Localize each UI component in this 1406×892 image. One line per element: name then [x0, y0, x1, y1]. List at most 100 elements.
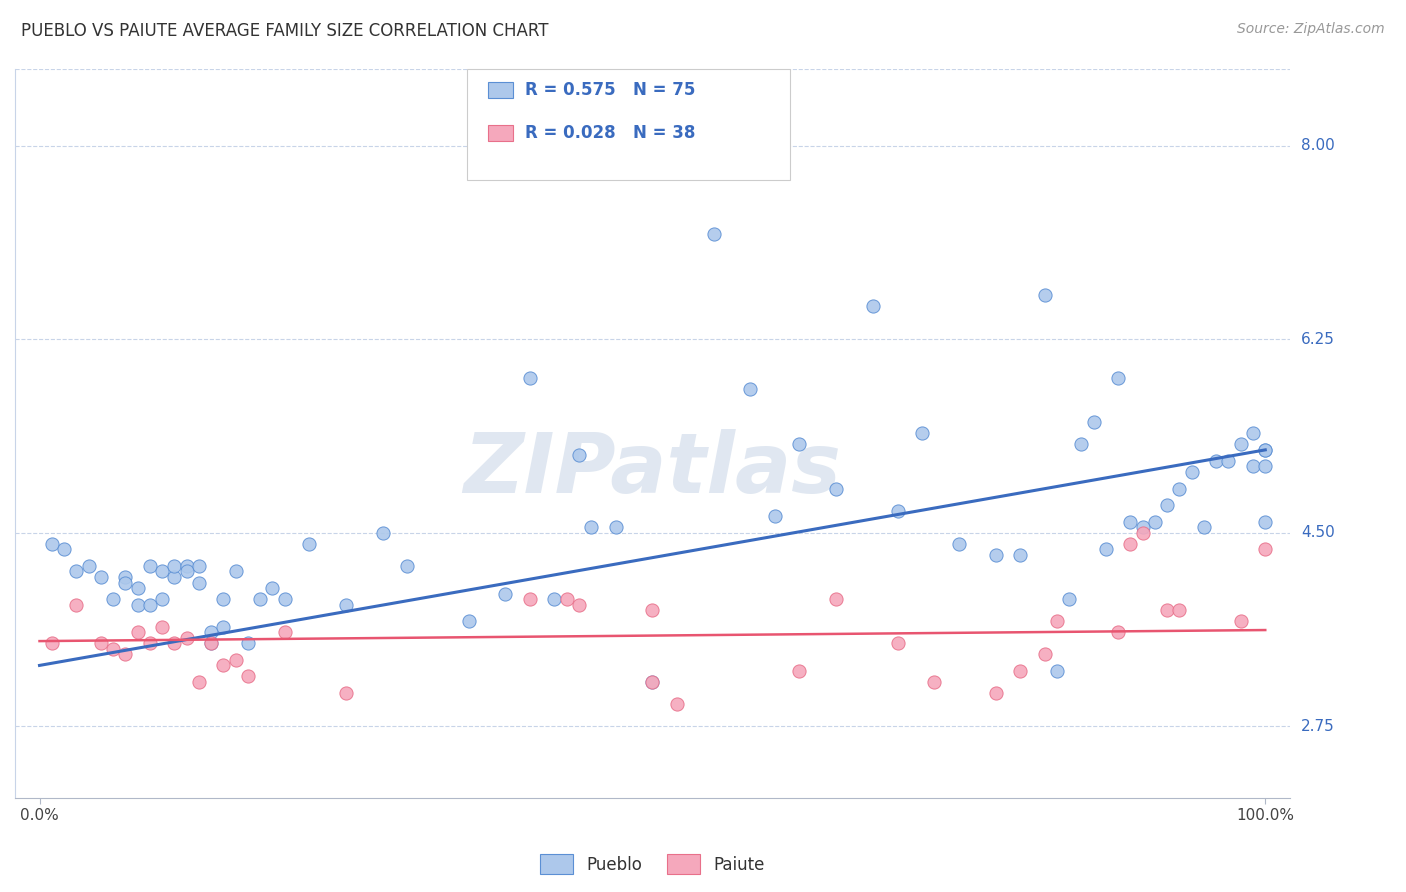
Point — [1156, 498, 1178, 512]
Point — [494, 586, 516, 600]
Point — [139, 558, 162, 573]
Legend: Pueblo, Paiute: Pueblo, Paiute — [540, 855, 765, 873]
Point — [1192, 520, 1215, 534]
Point — [65, 598, 87, 612]
Point — [1156, 603, 1178, 617]
Point — [41, 636, 63, 650]
Point — [200, 625, 222, 640]
Point — [187, 558, 209, 573]
Point — [1205, 454, 1227, 468]
Point — [579, 520, 602, 534]
Point — [825, 482, 848, 496]
Point — [1254, 442, 1277, 457]
Point — [763, 509, 786, 524]
Point — [187, 675, 209, 690]
Point — [457, 614, 479, 628]
Point — [298, 537, 321, 551]
Point — [1254, 459, 1277, 474]
Point — [825, 592, 848, 607]
Point — [641, 675, 664, 690]
Point — [101, 592, 124, 607]
Point — [911, 426, 934, 441]
Point — [1107, 625, 1129, 640]
Point — [150, 620, 173, 634]
Point — [641, 675, 664, 690]
Point — [740, 382, 762, 396]
Point — [862, 299, 884, 313]
Text: 4.50: 4.50 — [1301, 525, 1334, 541]
Point — [984, 686, 1007, 700]
Point — [886, 636, 908, 650]
Point — [568, 449, 591, 463]
Point — [1168, 603, 1191, 617]
Point — [163, 570, 186, 584]
Point — [924, 675, 946, 690]
Point — [225, 653, 247, 667]
Point — [212, 592, 235, 607]
Point — [212, 620, 235, 634]
Point — [1181, 465, 1204, 479]
Point — [212, 658, 235, 673]
Point — [127, 581, 149, 595]
Point — [519, 371, 541, 385]
Point — [139, 598, 162, 612]
Point — [555, 592, 578, 607]
Point — [1229, 614, 1251, 628]
Point — [150, 565, 173, 579]
Point — [187, 575, 209, 590]
Point — [1218, 454, 1240, 468]
Text: N = 75: N = 75 — [633, 81, 695, 99]
Point — [1241, 426, 1264, 441]
Point — [665, 697, 688, 711]
Point — [1119, 537, 1142, 551]
Point — [176, 631, 198, 645]
Text: PUEBLO VS PAIUTE AVERAGE FAMILY SIZE CORRELATION CHART: PUEBLO VS PAIUTE AVERAGE FAMILY SIZE COR… — [21, 22, 548, 40]
Point — [249, 592, 271, 607]
Text: R = 0.575: R = 0.575 — [524, 81, 616, 99]
Point — [1095, 542, 1118, 557]
Point — [335, 686, 357, 700]
Point — [1046, 664, 1069, 678]
Point — [948, 537, 970, 551]
Text: Source: ZipAtlas.com: Source: ZipAtlas.com — [1237, 22, 1385, 37]
Point — [65, 565, 87, 579]
Point — [1143, 515, 1166, 529]
Text: 8.00: 8.00 — [1301, 138, 1334, 153]
Point — [77, 558, 100, 573]
Point — [236, 636, 259, 650]
Text: 2.75: 2.75 — [1301, 719, 1334, 734]
Point — [335, 598, 357, 612]
Point — [163, 636, 186, 650]
Point — [114, 575, 136, 590]
Point — [90, 570, 112, 584]
Point — [114, 570, 136, 584]
Text: N = 38: N = 38 — [633, 124, 695, 142]
Point — [90, 636, 112, 650]
Point — [114, 648, 136, 662]
Point — [273, 592, 295, 607]
Point — [176, 558, 198, 573]
Point — [1107, 371, 1129, 385]
Point — [519, 592, 541, 607]
Point — [1057, 592, 1080, 607]
Point — [200, 636, 222, 650]
Point — [703, 227, 725, 242]
Point — [886, 503, 908, 517]
Point — [262, 581, 284, 595]
Point — [236, 669, 259, 683]
Text: R = 0.028: R = 0.028 — [524, 124, 616, 142]
Point — [176, 565, 198, 579]
Point — [1083, 415, 1105, 429]
Point — [1010, 548, 1032, 562]
Point — [543, 592, 565, 607]
Point — [273, 625, 295, 640]
Point — [568, 598, 591, 612]
Point — [41, 537, 63, 551]
Point — [1046, 614, 1069, 628]
Point — [1132, 520, 1154, 534]
Text: ZIPatlas: ZIPatlas — [464, 429, 841, 510]
Point — [396, 558, 419, 573]
Point — [1254, 442, 1277, 457]
Point — [1033, 648, 1056, 662]
Point — [1070, 437, 1092, 451]
